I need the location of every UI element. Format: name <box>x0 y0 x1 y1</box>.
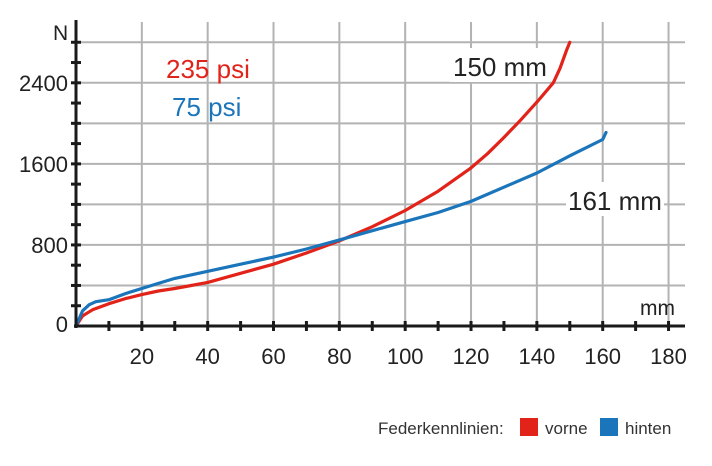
series-line-hinten <box>74 130 608 328</box>
x-tick-label: 80 <box>327 344 351 369</box>
x-tick-label: 100 <box>387 344 424 369</box>
annotation-vorne-pressure: 235 psi <box>166 54 250 84</box>
x-tick-label: 160 <box>584 344 621 369</box>
y-axis-label: N <box>53 22 68 45</box>
y-tick-label: 0 <box>56 312 68 337</box>
legend: Federkennlinien: vorne hinten <box>378 418 671 438</box>
tick-labels: 20 40 60 80 100 120 140 160 180 0 800 1600 2400 <box>19 71 687 369</box>
legend-label-vorne: vorne <box>545 419 588 438</box>
x-axis-label: mm <box>640 297 675 320</box>
annotation-hinten-pressure: 75 psi <box>172 92 241 122</box>
annotation-hinten-travel: 161 mm <box>568 186 662 216</box>
legend-swatch-vorne <box>520 418 538 436</box>
y-tick-label: 1600 <box>19 152 68 177</box>
annotation-161mm-bg <box>566 182 664 216</box>
x-tick-label: 180 <box>650 344 687 369</box>
x-tick-label: 20 <box>130 344 154 369</box>
series-lines <box>74 40 608 328</box>
x-tick-label: 40 <box>195 344 219 369</box>
legend-swatch-hinten <box>600 418 618 436</box>
annotation-150mm-bg <box>450 48 550 82</box>
x-tick-label: 120 <box>453 344 490 369</box>
x-tick-label: 60 <box>261 344 285 369</box>
x-tick-label: 140 <box>519 344 556 369</box>
annotation-vorne-travel: 150 mm <box>453 52 547 82</box>
legend-label-hinten: hinten <box>625 419 671 438</box>
series-line-vorne <box>74 40 572 328</box>
y-tick-label: 800 <box>31 233 68 258</box>
axes <box>71 20 685 331</box>
y-tick-label: 2400 <box>19 71 68 96</box>
legend-title: Federkennlinien: <box>378 419 504 438</box>
